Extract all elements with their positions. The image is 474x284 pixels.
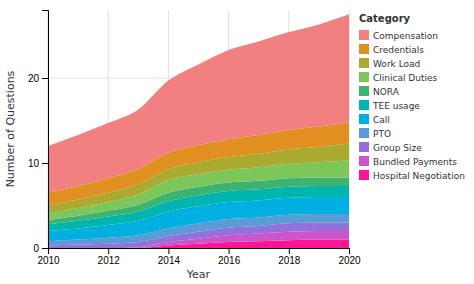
legend-label: Hospital Negotiation (373, 171, 465, 181)
legend-swatch (359, 114, 369, 124)
chart: 2010 2012 2014 2016 2018 2020 0 10 20 Year Number … (0, 0, 474, 284)
legend-item: PTO (359, 128, 391, 139)
tick-label: 0 (33, 243, 39, 254)
legend-label: Work Load (373, 59, 420, 69)
y-axis-title: Number of Questions (4, 70, 17, 187)
tick: 2014 (158, 248, 181, 266)
grid (48, 10, 349, 248)
tick-mark (42, 163, 48, 164)
areas (48, 14, 349, 248)
legend-swatch (359, 100, 369, 110)
x-axis: 2010 2012 2014 2016 2018 2020 (37, 248, 361, 266)
tick-label: 20 (28, 73, 40, 84)
y-axis: 0 10 20 (28, 11, 49, 254)
tick-mark (42, 78, 48, 79)
area (48, 14, 349, 193)
legend-label: Bundled Payments (373, 157, 457, 167)
x-axis-title: Year (186, 268, 211, 281)
axis-line (49, 249, 350, 255)
tick-label: 10 (28, 158, 40, 169)
legend-title: Category (359, 13, 411, 24)
legend-item: Bundled Payments (359, 156, 457, 167)
tick-label: 2012 (98, 255, 121, 266)
tick-mark (168, 248, 169, 254)
tick: 10 (28, 158, 48, 169)
tick-label: 2014 (158, 255, 181, 266)
tick-label: 2010 (37, 255, 60, 266)
tick-mark (289, 248, 290, 254)
tick-label: 2018 (278, 255, 301, 266)
legend-swatch (359, 156, 369, 166)
tick: 2010 (37, 248, 60, 266)
tick-mark (229, 248, 230, 254)
plot: 2010 2012 2014 2016 2018 2020 0 10 20 Year Number … (4, 10, 361, 281)
legend-label: Credentials (373, 45, 424, 55)
legend-item: Work Load (359, 58, 420, 69)
tick: 0 (33, 243, 48, 254)
tick-mark (108, 248, 109, 254)
legend: Category Compensation Credentials Work Load… (359, 13, 465, 181)
tick-mark (349, 248, 350, 254)
legend-item: Compensation (359, 30, 438, 41)
tick-mark (42, 248, 48, 249)
tick-label: 2016 (218, 255, 241, 266)
legend-label: Clinical Duties (373, 73, 438, 83)
legend-swatch (359, 30, 369, 40)
legend-label: Call (373, 115, 390, 125)
legend-swatch (359, 170, 369, 180)
legend-swatch (359, 86, 369, 96)
tick-label: 2020 (338, 255, 361, 266)
legend-item: NORA (359, 86, 400, 97)
legend-swatch (359, 44, 369, 54)
legend-item: Group Size (359, 142, 422, 153)
legend-swatch (359, 58, 369, 68)
axis-line (42, 11, 49, 249)
tick: 2016 (218, 248, 241, 266)
tick: 2020 (338, 248, 361, 266)
legend-label: PTO (373, 129, 391, 139)
tick: 20 (28, 73, 48, 84)
legend-item: TEE usage (359, 100, 420, 111)
legend-label: TEE usage (372, 101, 420, 111)
legend-label: Group Size (373, 143, 422, 153)
tick: 2012 (98, 248, 121, 266)
legend-item: Clinical Duties (359, 72, 438, 83)
legend-swatch (359, 72, 369, 82)
legend-item: Credentials (359, 44, 424, 55)
legend-item: Hospital Negotiation (359, 170, 465, 181)
legend-label: NORA (373, 87, 400, 97)
legend-item: Call (359, 114, 390, 125)
legend-label: Compensation (373, 31, 438, 41)
legend-swatch (359, 128, 369, 138)
legend-swatch (359, 142, 369, 152)
tick: 2018 (278, 248, 301, 266)
